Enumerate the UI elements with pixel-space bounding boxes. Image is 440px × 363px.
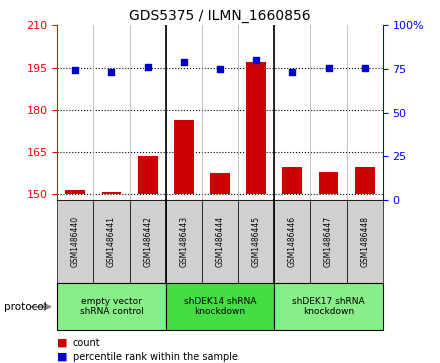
Bar [282, 167, 302, 194]
Text: GSM1486444: GSM1486444 [216, 216, 224, 267]
Point [108, 69, 115, 74]
Point [180, 59, 187, 65]
Bar [246, 62, 266, 194]
Text: shDEK14 shRNA
knockdown: shDEK14 shRNA knockdown [184, 297, 256, 317]
Title: GDS5375 / ILMN_1660856: GDS5375 / ILMN_1660856 [129, 9, 311, 23]
Text: GSM1486448: GSM1486448 [360, 216, 369, 267]
Text: percentile rank within the sample: percentile rank within the sample [73, 352, 238, 362]
Text: ■: ■ [57, 352, 68, 362]
Bar [138, 156, 158, 194]
Point [325, 65, 332, 71]
Text: ■: ■ [57, 338, 68, 348]
Point [289, 69, 296, 74]
Text: shDEK17 shRNA
knockdown: shDEK17 shRNA knockdown [292, 297, 365, 317]
Bar [66, 190, 85, 194]
Point [72, 67, 79, 73]
Bar [174, 119, 194, 194]
Bar [210, 173, 230, 194]
Text: empty vector
shRNA control: empty vector shRNA control [80, 297, 143, 317]
Text: GSM1486445: GSM1486445 [252, 216, 260, 267]
Text: GSM1486442: GSM1486442 [143, 216, 152, 267]
Bar [102, 192, 121, 194]
Point [144, 64, 151, 70]
Bar [355, 167, 375, 194]
Text: GSM1486446: GSM1486446 [288, 216, 297, 267]
Bar [319, 172, 338, 194]
Point [361, 65, 368, 71]
Text: GSM1486447: GSM1486447 [324, 216, 333, 267]
Text: GSM1486440: GSM1486440 [71, 216, 80, 267]
Point [253, 57, 260, 63]
Text: GSM1486443: GSM1486443 [180, 216, 188, 267]
Text: GSM1486441: GSM1486441 [107, 216, 116, 267]
Point [216, 66, 224, 72]
Text: protocol: protocol [4, 302, 47, 312]
Text: count: count [73, 338, 100, 348]
